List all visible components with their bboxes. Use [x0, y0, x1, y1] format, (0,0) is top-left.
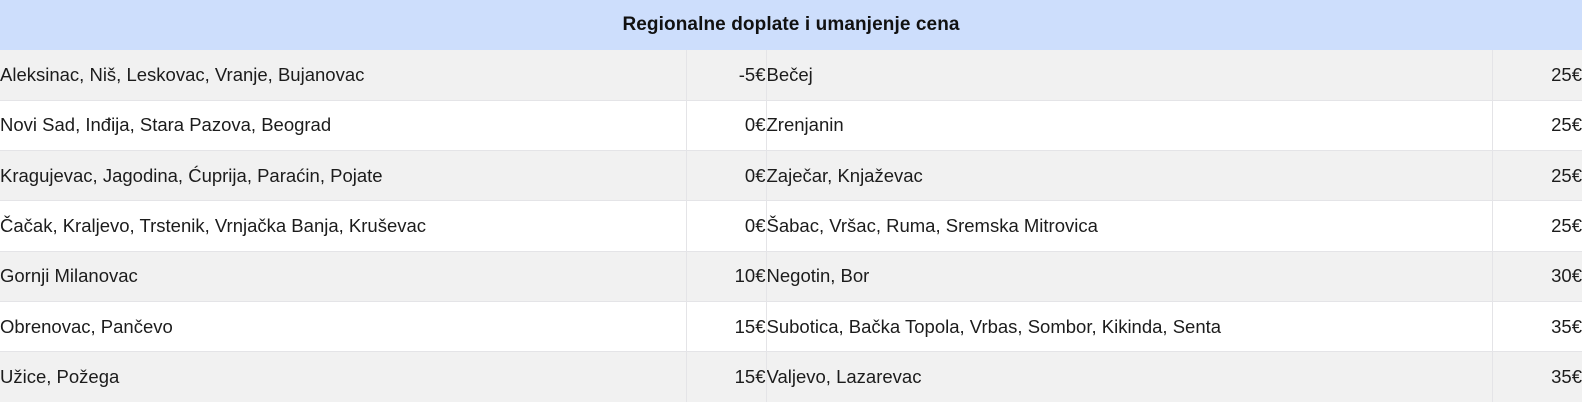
left-region-cell: Čačak, Kraljevo, Trstenik, Vrnjačka Banj…	[0, 200, 686, 252]
table-row: Gornji Milanovac 10€ Negotin, Bor 30€	[0, 251, 1582, 302]
table-row: Kragujevac, Jagodina, Ćuprija, Paraćin, …	[0, 150, 1582, 202]
left-region-cell: Gornji Milanovac	[0, 251, 686, 302]
right-region-cell: Negotin, Bor	[766, 251, 1492, 302]
table-body: Aleksinac, Niš, Leskovac, Vranje, Bujano…	[0, 50, 1582, 402]
right-price-cell: 25€	[1492, 200, 1582, 252]
right-region-cell: Subotica, Bačka Topola, Vrbas, Sombor, K…	[766, 301, 1492, 353]
right-region-cell: Valjevo, Lazarevac	[766, 351, 1492, 402]
left-price-cell: 0€	[686, 100, 766, 152]
right-region-cell: Zaječar, Knjaževac	[766, 150, 1492, 202]
right-price-cell: 25€	[1492, 150, 1582, 202]
left-price-cell: -5€	[686, 50, 766, 101]
table-header-row: Regionalne doplate i umanjenje cena	[0, 0, 1582, 50]
table-row: Užice, Požega 15€ Valjevo, Lazarevac 35€	[0, 351, 1582, 402]
left-price-cell: 10€	[686, 251, 766, 302]
table-header: Regionalne doplate i umanjenje cena	[0, 0, 1582, 50]
left-price-cell: 15€	[686, 351, 766, 402]
right-price-cell: 25€	[1492, 50, 1582, 101]
left-region-cell: Užice, Požega	[0, 351, 686, 402]
table-row: Čačak, Kraljevo, Trstenik, Vrnjačka Banj…	[0, 200, 1582, 252]
table-row: Obrenovac, Pančevo 15€ Subotica, Bačka Top…	[0, 301, 1582, 353]
left-price-cell: 0€	[686, 200, 766, 252]
left-price-cell: 15€	[686, 301, 766, 353]
left-region-cell: Obrenovac, Pančevo	[0, 301, 686, 353]
right-region-cell: Šabac, Vršac, Ruma, Sremska Mitrovica	[766, 200, 1492, 252]
table-title: Regionalne doplate i umanjenje cena	[0, 0, 1582, 50]
left-region-cell: Novi Sad, Inđija, Stara Pazova, Beograd	[0, 100, 686, 152]
left-region-cell: Aleksinac, Niš, Leskovac, Vranje, Bujano…	[0, 50, 686, 101]
left-region-cell: Kragujevac, Jagodina, Ćuprija, Paraćin, …	[0, 150, 686, 202]
table-row: Novi Sad, Inđija, Stara Pazova, Beograd 0…	[0, 100, 1582, 152]
left-price-cell: 0€	[686, 150, 766, 202]
right-price-cell: 30€	[1492, 251, 1582, 302]
right-price-cell: 35€	[1492, 301, 1582, 353]
table-row: Aleksinac, Niš, Leskovac, Vranje, Bujano…	[0, 50, 1582, 101]
right-price-cell: 35€	[1492, 351, 1582, 402]
right-price-cell: 25€	[1492, 100, 1582, 152]
right-region-cell: Bečej	[766, 50, 1492, 101]
right-region-cell: Zrenjanin	[766, 100, 1492, 152]
